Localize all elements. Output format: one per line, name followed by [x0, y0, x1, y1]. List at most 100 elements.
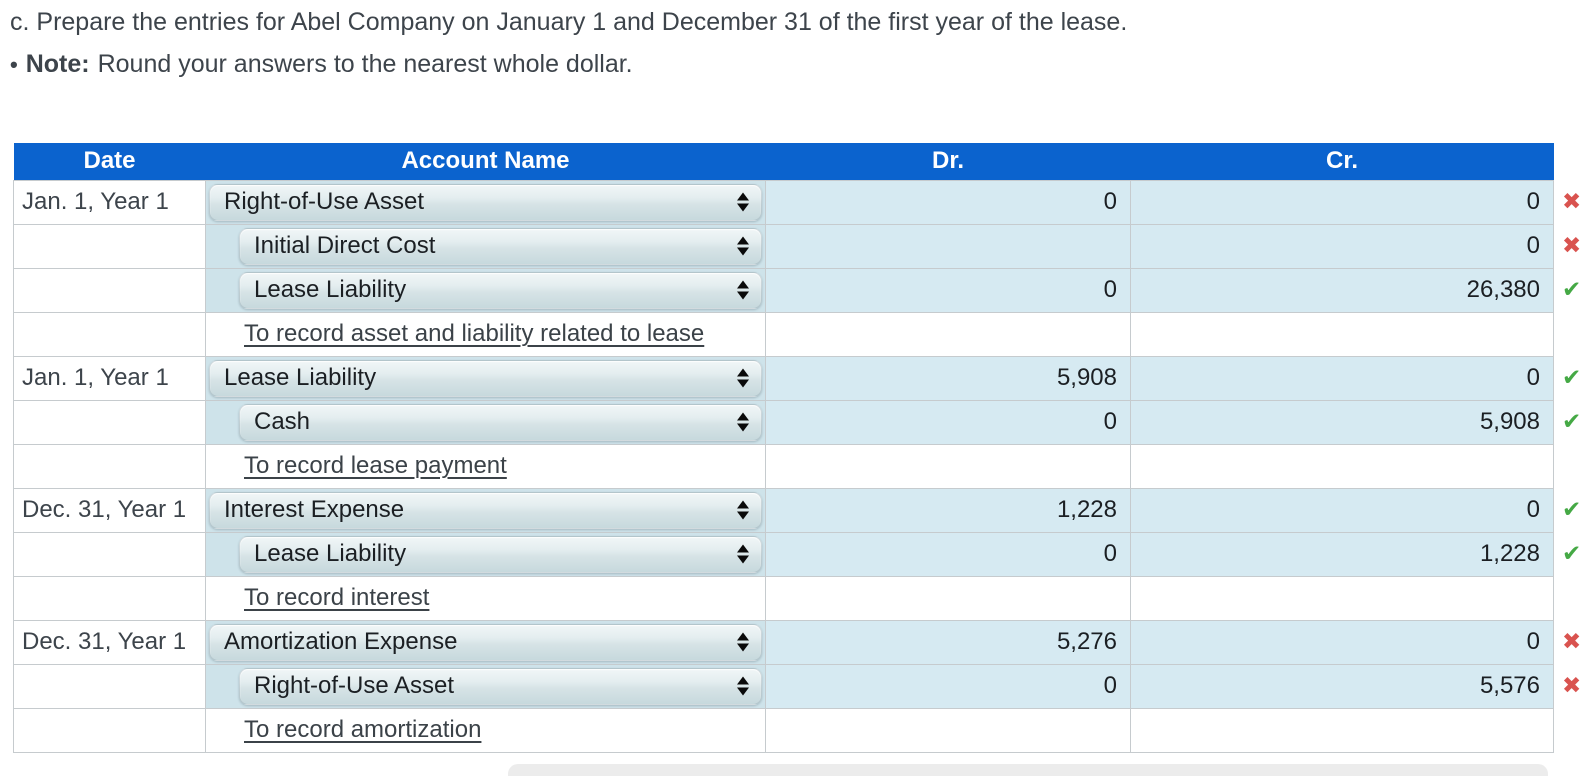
- date-cell: Jan. 1, Year 1: [13, 355, 206, 401]
- dropdown-arrows-icon: [737, 412, 749, 432]
- bullet-icon: •: [10, 52, 18, 77]
- entry-description: To record asset and liability related to…: [244, 320, 705, 347]
- correct-icon: ✔: [1562, 277, 1582, 303]
- status-cell: ✖: [1553, 224, 1596, 268]
- date-cell: [13, 531, 206, 577]
- cr-input-cell[interactable]: 0: [1130, 223, 1554, 269]
- status-cell: ✖: [1553, 664, 1596, 708]
- status-cell: ✔: [1553, 268, 1596, 312]
- account-select[interactable]: Amortization Expense: [209, 623, 762, 661]
- partial-element-below: [508, 764, 1548, 776]
- entry-description: To record lease payment: [244, 452, 507, 479]
- table-row: To record interest: [13, 575, 1596, 621]
- date-cell: Dec. 31, Year 1: [13, 487, 206, 533]
- cr-input-cell[interactable]: 0: [1130, 487, 1554, 533]
- account-select[interactable]: Right-of-Use Asset: [209, 183, 762, 221]
- date-cell: [13, 399, 206, 445]
- correct-icon: ✔: [1562, 409, 1582, 435]
- incorrect-icon: ✖: [1562, 629, 1582, 655]
- dr-input-cell: [765, 707, 1131, 753]
- dropdown-arrows-icon: [737, 676, 749, 696]
- status-cell: [1553, 444, 1596, 488]
- account-cell: Lease Liability: [205, 267, 766, 313]
- cr-input-cell[interactable]: 0: [1130, 179, 1554, 225]
- account-cell: Lease Liability: [205, 531, 766, 577]
- account-select[interactable]: Right-of-Use Asset: [239, 667, 762, 705]
- correct-icon: ✔: [1562, 497, 1582, 523]
- dr-input-cell[interactable]: 0: [765, 179, 1131, 225]
- instruction-text: c. Prepare the entries for Abel Company …: [10, 8, 1128, 36]
- account-cell: Lease Liability: [205, 355, 766, 401]
- account-select[interactable]: Lease Liability: [239, 535, 762, 573]
- status-cell: ✖: [1553, 180, 1596, 224]
- status-cell: ✔: [1553, 488, 1596, 532]
- account-select-label: Right-of-Use Asset: [254, 672, 455, 699]
- cr-input-cell: [1130, 443, 1554, 489]
- table-row: To record asset and liability related to…: [13, 311, 1596, 357]
- account-select-label: Right-of-Use Asset: [224, 188, 425, 215]
- dr-input-cell[interactable]: 0: [765, 663, 1131, 709]
- cr-input-cell[interactable]: 0: [1130, 355, 1554, 401]
- account-cell: Amortization Expense: [205, 619, 766, 665]
- table-row: Lease Liability 0 26,380 ✔: [13, 267, 1596, 313]
- status-cell: [1553, 312, 1596, 356]
- table-row: Jan. 1, Year 1 Right-of-Use Asset 0 0 ✖: [13, 179, 1596, 225]
- date-cell: [13, 267, 206, 313]
- status-cell: ✔: [1553, 356, 1596, 400]
- account-select[interactable]: Lease Liability: [239, 271, 762, 309]
- dropdown-arrows-icon: [737, 632, 749, 652]
- dropdown-arrows-icon: [737, 280, 749, 300]
- account-cell: To record amortization: [205, 707, 766, 753]
- cr-input-cell[interactable]: 5,576: [1130, 663, 1554, 709]
- account-select[interactable]: Cash: [239, 403, 762, 441]
- dr-input-cell[interactable]: 0: [765, 531, 1131, 577]
- table-row: Lease Liability 0 1,228 ✔: [13, 531, 1596, 577]
- table-row: Jan. 1, Year 1 Lease Liability 5,908 0 ✔: [13, 355, 1596, 401]
- cr-input-cell[interactable]: 26,380: [1130, 267, 1554, 313]
- dr-input-cell[interactable]: 5,908: [765, 355, 1131, 401]
- account-select[interactable]: Initial Direct Cost: [239, 227, 762, 265]
- dropdown-arrows-icon: [737, 236, 749, 256]
- dropdown-arrows-icon: [737, 544, 749, 564]
- status-cell: [1553, 576, 1596, 620]
- account-cell: Initial Direct Cost: [205, 223, 766, 269]
- column-header-dr: Dr.: [765, 143, 1131, 180]
- dr-input-cell[interactable]: [765, 223, 1131, 269]
- cr-input-cell[interactable]: 0: [1130, 619, 1554, 665]
- account-select[interactable]: Lease Liability: [209, 359, 762, 397]
- incorrect-icon: ✖: [1562, 673, 1582, 699]
- column-header-cr: Cr.: [1130, 143, 1554, 180]
- status-cell: ✔: [1553, 400, 1596, 444]
- table-row: To record amortization: [13, 707, 1596, 753]
- correct-icon: ✔: [1562, 365, 1582, 391]
- cr-input-cell[interactable]: 1,228: [1130, 531, 1554, 577]
- date-cell: [13, 663, 206, 709]
- account-cell: To record asset and liability related to…: [205, 311, 766, 357]
- note-label: Note:: [25, 50, 90, 78]
- dr-input-cell: [765, 443, 1131, 489]
- cr-input-cell: [1130, 311, 1554, 357]
- account-cell: Cash: [205, 399, 766, 445]
- table-row: Initial Direct Cost 0 ✖: [13, 223, 1596, 269]
- account-cell: To record lease payment: [205, 443, 766, 489]
- correct-icon: ✔: [1562, 541, 1582, 567]
- entry-description: To record interest: [244, 584, 430, 611]
- dr-input-cell[interactable]: 1,228: [765, 487, 1131, 533]
- table-header-row: Date Account Name Dr. Cr.: [13, 143, 1596, 180]
- status-cell: ✖: [1553, 620, 1596, 664]
- account-select-label: Initial Direct Cost: [254, 232, 436, 259]
- cr-input-cell[interactable]: 5,908: [1130, 399, 1554, 445]
- column-header-account-name: Account Name: [205, 143, 766, 180]
- date-cell: [13, 575, 206, 621]
- dropdown-arrows-icon: [737, 500, 749, 520]
- date-cell: [13, 223, 206, 269]
- dr-input-cell[interactable]: 5,276: [765, 619, 1131, 665]
- account-select-label: Lease Liability: [224, 364, 377, 391]
- account-select-label: Lease Liability: [254, 540, 407, 567]
- account-select[interactable]: Interest Expense: [209, 491, 762, 529]
- table-row: Dec. 31, Year 1 Interest Expense 1,228 0 ✔: [13, 487, 1596, 533]
- dr-input-cell[interactable]: 0: [765, 399, 1131, 445]
- dr-input-cell[interactable]: 0: [765, 267, 1131, 313]
- account-select-label: Lease Liability: [254, 276, 407, 303]
- incorrect-icon: ✖: [1562, 233, 1582, 259]
